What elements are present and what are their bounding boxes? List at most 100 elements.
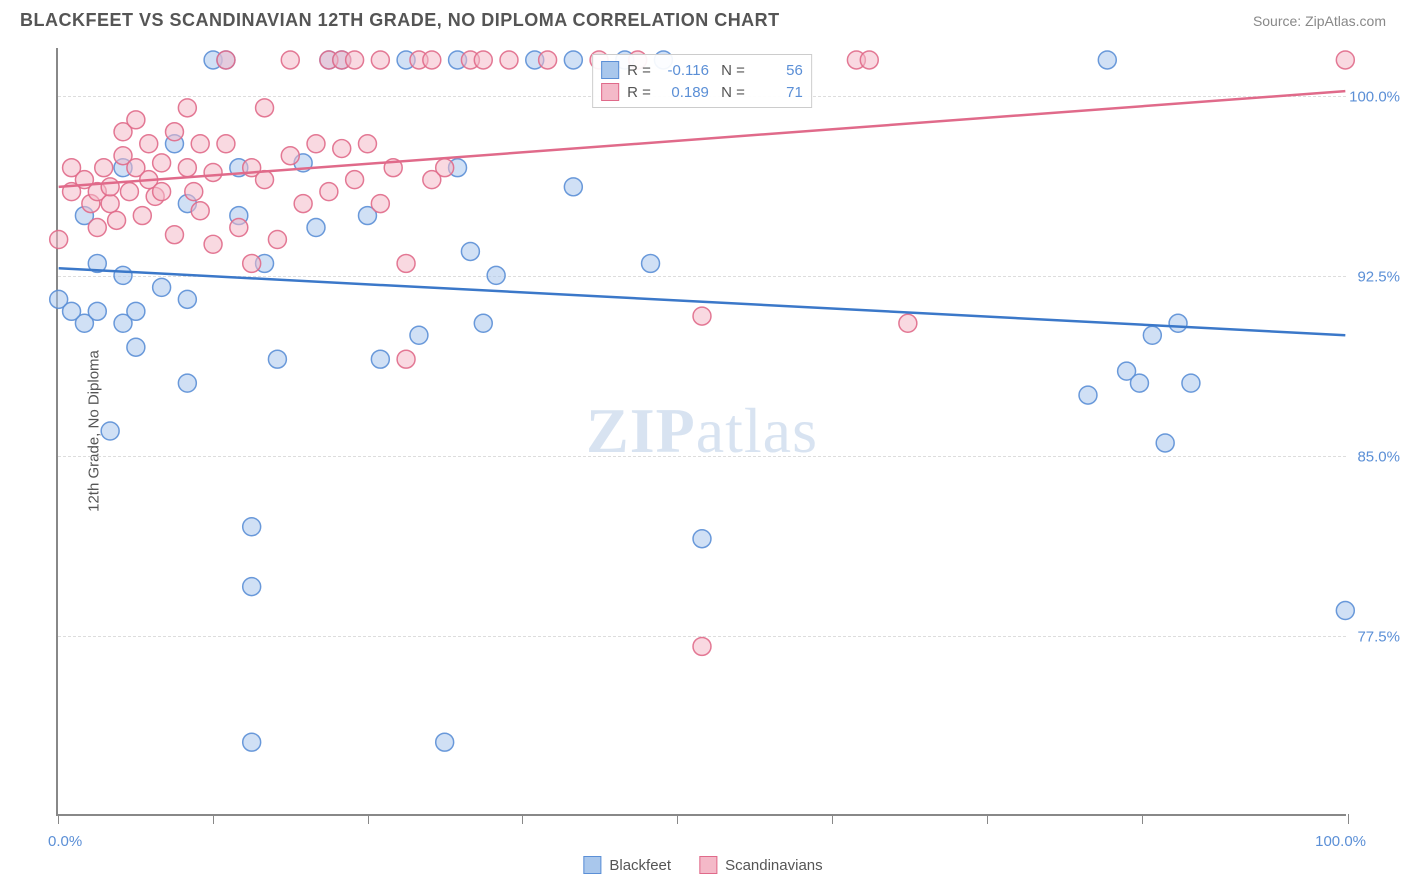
data-point	[410, 326, 428, 344]
data-point	[256, 99, 274, 117]
data-point	[243, 254, 261, 272]
stats-row-1: R = -0.116 N = 56	[601, 59, 803, 81]
source-label: Source: ZipAtlas.com	[1253, 13, 1386, 29]
data-point	[114, 266, 132, 284]
data-point	[1130, 374, 1148, 392]
data-point	[268, 350, 286, 368]
data-point	[487, 266, 505, 284]
data-point	[243, 733, 261, 751]
data-point	[204, 235, 222, 253]
chart-title: BLACKFEET VS SCANDINAVIAN 12TH GRADE, NO…	[20, 10, 780, 31]
data-point	[397, 350, 415, 368]
data-point	[217, 51, 235, 69]
legend-label-2: Scandinavians	[725, 857, 823, 874]
data-point	[423, 51, 441, 69]
n-label-2: N =	[717, 84, 745, 101]
data-point	[371, 195, 389, 213]
data-point	[101, 178, 119, 196]
data-point	[500, 51, 518, 69]
data-point	[153, 154, 171, 172]
data-point	[1336, 602, 1354, 620]
x-tick	[58, 814, 59, 824]
data-point	[474, 314, 492, 332]
x-tick	[368, 814, 369, 824]
data-point	[307, 219, 325, 237]
data-point	[294, 195, 312, 213]
data-point	[1182, 374, 1200, 392]
data-point	[95, 159, 113, 177]
legend-swatch-2	[699, 856, 717, 874]
header: BLACKFEET VS SCANDINAVIAN 12TH GRADE, NO…	[0, 0, 1406, 36]
legend-item-1: Blackfeet	[583, 856, 671, 874]
data-point	[899, 314, 917, 332]
data-point	[693, 530, 711, 548]
x-axis-max-label: 100.0%	[1315, 833, 1366, 850]
data-point	[474, 51, 492, 69]
data-point	[268, 231, 286, 249]
data-point	[371, 51, 389, 69]
r-value-1: -0.116	[659, 62, 709, 79]
y-tick-label: 77.5%	[1357, 629, 1400, 646]
y-tick-label: 92.5%	[1357, 269, 1400, 286]
data-point	[127, 111, 145, 129]
data-point	[1079, 386, 1097, 404]
data-point	[127, 302, 145, 320]
data-point	[281, 51, 299, 69]
data-point	[320, 183, 338, 201]
data-point	[120, 183, 138, 201]
data-point	[564, 51, 582, 69]
data-point	[371, 350, 389, 368]
data-point	[346, 51, 364, 69]
data-point	[642, 254, 660, 272]
data-point	[88, 219, 106, 237]
bottom-legend: Blackfeet Scandinavians	[583, 856, 822, 874]
x-tick	[677, 814, 678, 824]
data-point	[127, 338, 145, 356]
data-point	[178, 159, 196, 177]
data-point	[693, 637, 711, 655]
data-point	[185, 183, 203, 201]
r-label: R =	[627, 62, 651, 79]
data-point	[133, 207, 151, 225]
data-point	[178, 374, 196, 392]
x-tick	[1348, 814, 1349, 824]
y-tick-label: 85.0%	[1357, 449, 1400, 466]
data-point	[307, 135, 325, 153]
data-point	[101, 195, 119, 213]
data-point	[101, 422, 119, 440]
data-point	[243, 578, 261, 596]
data-point	[539, 51, 557, 69]
data-point	[108, 211, 126, 229]
data-point	[166, 123, 184, 141]
data-point	[346, 171, 364, 189]
data-point	[153, 183, 171, 201]
data-point	[397, 254, 415, 272]
swatch-series2	[601, 83, 619, 101]
data-point	[230, 219, 248, 237]
chart-container: BLACKFEET VS SCANDINAVIAN 12TH GRADE, NO…	[0, 0, 1406, 892]
data-point	[88, 302, 106, 320]
y-tick-label: 100.0%	[1349, 89, 1400, 106]
r-label-2: R =	[627, 84, 651, 101]
scatter-svg	[58, 48, 1346, 814]
legend-swatch-1	[583, 856, 601, 874]
x-tick	[522, 814, 523, 824]
data-point	[358, 135, 376, 153]
data-point	[166, 226, 184, 244]
data-point	[564, 178, 582, 196]
data-point	[256, 171, 274, 189]
legend-label-1: Blackfeet	[609, 857, 671, 874]
data-point	[153, 278, 171, 296]
data-point	[1098, 51, 1116, 69]
x-tick	[832, 814, 833, 824]
data-point	[191, 202, 209, 220]
data-point	[140, 135, 158, 153]
data-point	[1143, 326, 1161, 344]
n-label: N =	[717, 62, 745, 79]
data-point	[191, 135, 209, 153]
data-point	[436, 733, 454, 751]
r-value-2: 0.189	[659, 84, 709, 101]
x-tick	[987, 814, 988, 824]
data-point	[281, 147, 299, 165]
n-value-1: 56	[753, 62, 803, 79]
